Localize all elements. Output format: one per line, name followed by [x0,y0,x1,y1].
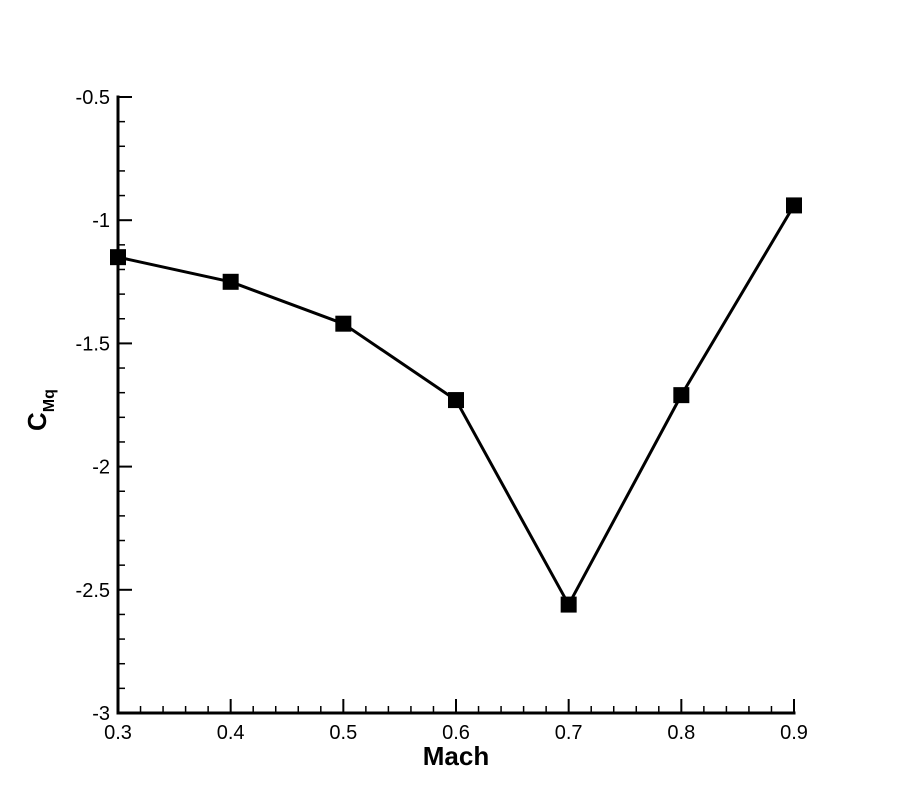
tick-labels: 0.3 0.4 0.5 0.6 0.7 0.8 0.9 -3 -2.5 -2 -1.5 -1 -0.5 [76,87,808,744]
data-point-marker [673,387,690,404]
y-tick-label: -1 [92,210,110,232]
y-axis-title-main: C [22,412,52,431]
y-tick-label: -2.5 [76,580,110,602]
x-tick-label: 0.8 [667,722,695,744]
series [110,197,802,613]
y-tick-label: -2 [92,457,110,479]
x-tick-label: 0.4 [217,722,245,744]
x-tick-label: 0.5 [329,722,357,744]
x-tick-label: 0.7 [555,722,583,744]
y-axis-title-subscript: Mq [41,389,58,412]
data-point-marker [335,315,352,332]
data-point-marker [222,273,239,290]
data-point-marker [110,249,126,266]
x-tick-label: 0.3 [104,722,132,744]
x-tick-label: 0.6 [442,722,470,744]
data-point-marker [448,392,464,409]
x-tick-label: 0.9 [780,722,808,744]
y-tick-label: -1.5 [76,333,110,355]
y-tick-label: -0.5 [76,87,110,109]
y-tick-label: -3 [92,703,110,725]
x-axis-title: Mach [423,741,489,771]
ticks [117,96,795,714]
data-point-marker [786,197,802,214]
data-point-marker [560,596,577,613]
y-axis-title: CMq [22,389,58,431]
